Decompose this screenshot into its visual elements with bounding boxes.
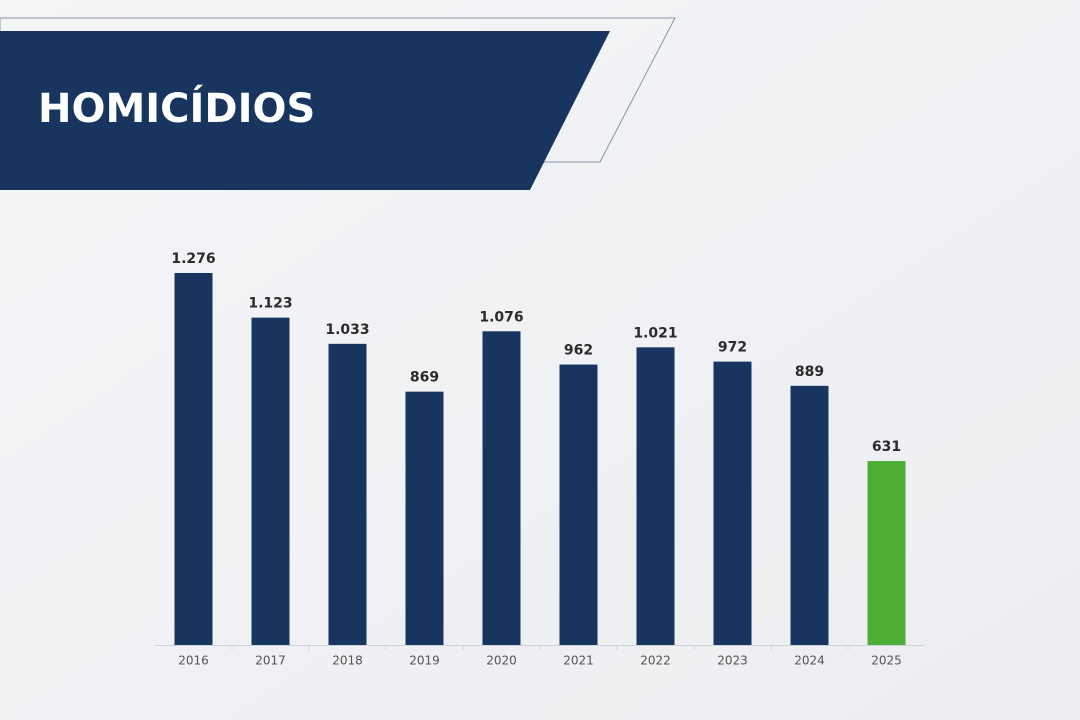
x-tick-label: 2025 (871, 654, 902, 668)
x-tick-label: 2017 (255, 654, 286, 668)
bar (790, 385, 829, 645)
value-label: 1.123 (248, 296, 292, 312)
x-tick-label: 2019 (409, 654, 440, 668)
bar (328, 343, 367, 645)
bar (174, 273, 213, 645)
value-label: 1.021 (633, 325, 677, 341)
x-tick-label: 2018 (332, 654, 363, 668)
value-label: 869 (410, 370, 439, 386)
value-label: 972 (718, 340, 747, 356)
x-tick-label: 2021 (563, 654, 594, 668)
bar (713, 361, 752, 645)
x-tick-label: 2024 (794, 654, 825, 668)
bar (405, 391, 444, 645)
banner-outline (0, 17, 676, 163)
value-label: 1.033 (325, 322, 369, 338)
bar (482, 331, 521, 645)
x-tick-label: 2023 (717, 654, 748, 668)
value-label: 1.076 (479, 309, 523, 325)
x-tick-label: 2022 (640, 654, 671, 668)
bar (251, 317, 290, 645)
value-label: 1.276 (171, 251, 215, 267)
x-tick-label: 2020 (486, 654, 517, 668)
bar (636, 347, 675, 645)
title-banner (0, 31, 610, 190)
chart-title: HOMICÍDIOS (38, 84, 315, 132)
x-tick-label: 2016 (178, 654, 209, 668)
value-label: 962 (564, 343, 593, 359)
bar (867, 461, 906, 645)
value-label: 889 (795, 364, 824, 380)
bar (559, 364, 598, 645)
value-label: 631 (872, 439, 901, 455)
